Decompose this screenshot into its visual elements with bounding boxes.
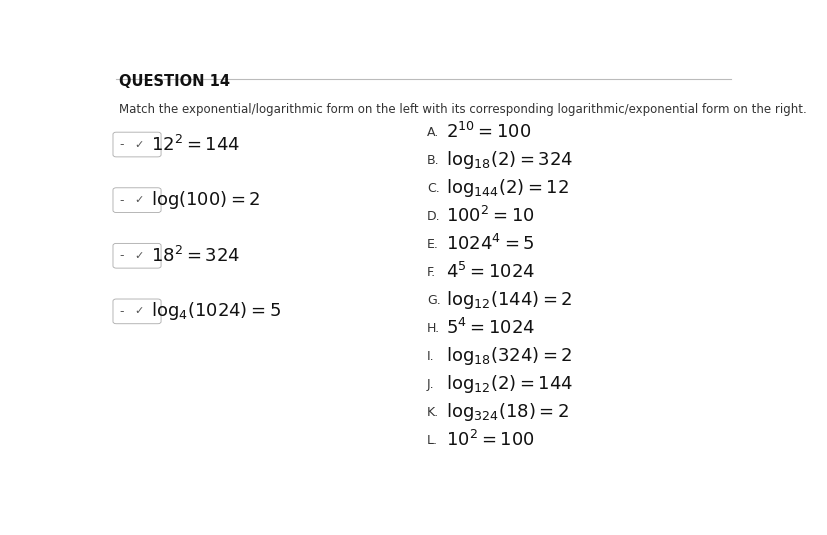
Text: L.: L. [427,434,438,447]
Text: $4^{5} = 1024$: $4^{5} = 1024$ [447,262,535,282]
Text: ✓: ✓ [134,307,144,316]
Text: QUESTION 14: QUESTION 14 [119,74,231,89]
FancyBboxPatch shape [113,299,161,324]
Text: ✓: ✓ [134,195,144,205]
Text: $10^{2} = 100$: $10^{2} = 100$ [447,430,535,450]
Text: $\mathrm{log}_{324}(18) = 2$: $\mathrm{log}_{324}(18) = 2$ [447,401,569,423]
Text: $100^{2} = 10$: $100^{2} = 10$ [447,206,535,226]
FancyBboxPatch shape [113,188,161,212]
Text: $18^{2} = 324$: $18^{2} = 324$ [151,246,241,266]
Text: Match the exponential/logarithmic form on the left with its corresponding logari: Match the exponential/logarithmic form o… [119,103,807,116]
Text: E.: E. [427,238,439,251]
Text: $2^{10} = 100$: $2^{10} = 100$ [447,122,532,142]
Text: ✓: ✓ [134,140,144,149]
Text: -: - [119,194,124,207]
Text: A.: A. [427,126,439,139]
Text: K.: K. [427,406,439,419]
Text: G.: G. [427,294,441,307]
Text: $\mathrm{log}_{18}(2) = 324$: $\mathrm{log}_{18}(2) = 324$ [447,149,573,171]
Text: F.: F. [427,266,436,279]
Text: B.: B. [427,154,440,167]
Text: $\mathrm{log}_{4}(1024) = 5$: $\mathrm{log}_{4}(1024) = 5$ [151,300,281,323]
Text: $\mathrm{log}_{12}(144) = 2$: $\mathrm{log}_{12}(144) = 2$ [447,289,572,311]
Text: H.: H. [427,322,440,335]
Text: $1024^{4} = 5$: $1024^{4} = 5$ [447,234,535,254]
Text: $\mathrm{log}(100) = 2$: $\mathrm{log}(100) = 2$ [151,189,261,211]
Text: -: - [119,305,124,318]
Text: -: - [119,138,124,151]
FancyBboxPatch shape [113,132,161,157]
Text: D.: D. [427,210,441,223]
Text: $\mathrm{log}_{12}(2) = 144$: $\mathrm{log}_{12}(2) = 144$ [447,373,573,395]
Text: C.: C. [427,182,440,195]
Text: ✓: ✓ [134,251,144,261]
FancyBboxPatch shape [113,243,161,268]
Text: I.: I. [427,350,435,363]
Text: $12^{2} = 144$: $12^{2} = 144$ [151,134,241,155]
Text: $\mathrm{log}_{144}(2) = 12$: $\mathrm{log}_{144}(2) = 12$ [447,177,569,199]
Text: -: - [119,249,124,262]
Text: $5^{4} = 1024$: $5^{4} = 1024$ [447,318,535,338]
Text: $\mathrm{log}_{18}(324) = 2$: $\mathrm{log}_{18}(324) = 2$ [447,345,572,367]
Text: J.: J. [427,378,435,391]
